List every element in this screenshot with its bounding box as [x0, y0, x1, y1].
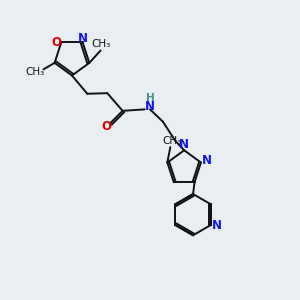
Text: CH₃: CH₃ — [26, 67, 45, 77]
Text: N: N — [145, 100, 155, 113]
Text: CH₃: CH₃ — [91, 39, 110, 49]
Text: N: N — [202, 154, 212, 166]
Text: N: N — [179, 139, 189, 152]
Text: CH₃: CH₃ — [162, 136, 182, 146]
Text: N: N — [78, 32, 88, 45]
Text: H: H — [146, 93, 154, 103]
Text: O: O — [52, 36, 62, 49]
Text: N: N — [212, 219, 222, 232]
Text: O: O — [101, 120, 111, 133]
